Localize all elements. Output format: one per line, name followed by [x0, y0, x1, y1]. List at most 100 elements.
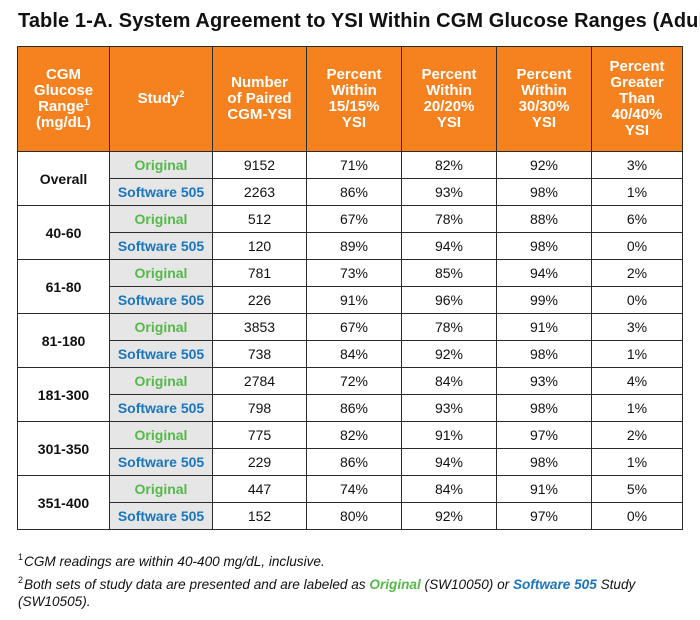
table-row: 301-350 Original 775 82% 91% 97% 2%: [17, 421, 683, 476]
header-paired: Number of Paired CGM-YSI: [212, 46, 307, 152]
study-software-505: Software 505: [109, 340, 213, 368]
header-glucose-range: CGM Glucose Range1 (mg/dL): [17, 46, 110, 152]
cell-within-15: 73%: [306, 259, 402, 287]
table-row: Software 505 152 80% 92% 97% 0%: [18, 502, 683, 530]
agreement-table: CGM Glucose Range1 (mg/dL) Study2 Number…: [17, 46, 683, 530]
range-label: Overall: [17, 151, 110, 206]
cell-paired: 781: [212, 259, 307, 287]
cell-greater-40: 4%: [591, 367, 683, 395]
study-software-505: Software 505: [109, 502, 213, 530]
study-software-505: Software 505: [109, 394, 213, 422]
cell-within-15: 84%: [306, 340, 402, 368]
cell-paired: 152: [212, 502, 307, 530]
cell-paired: 738: [212, 340, 307, 368]
table-row: 61-80 Original 781 73% 85% 94% 2%: [17, 259, 683, 314]
table-row: Software 505 798 86% 93% 98% 1%: [18, 394, 683, 422]
study-original: Original: [109, 151, 213, 179]
study-original: Original: [109, 205, 213, 233]
cell-within-30: 99%: [496, 286, 592, 314]
table-row: Software 505 738 84% 92% 98% 1%: [18, 340, 683, 368]
cell-within-20: 92%: [401, 340, 497, 368]
cell-paired: 226: [212, 286, 307, 314]
cell-greater-40: 1%: [591, 340, 683, 368]
cell-paired: 229: [212, 448, 307, 476]
cell-paired: 798: [212, 394, 307, 422]
header-within-30: Percent Within 30/30% YSI: [496, 46, 592, 152]
cell-within-30: 92%: [496, 151, 592, 179]
table-row: 81-180 Original 3853 67% 78% 91% 3%: [17, 313, 683, 368]
cell-within-15: 72%: [306, 367, 402, 395]
cell-greater-40: 2%: [591, 259, 683, 287]
table-row: 351-400 Original 447 74% 84% 91% 5%: [17, 475, 683, 530]
cell-within-30: 98%: [496, 340, 592, 368]
cell-within-30: 98%: [496, 178, 592, 206]
cell-within-15: 71%: [306, 151, 402, 179]
cell-paired: 775: [212, 421, 307, 449]
range-label: 301-350: [17, 421, 110, 476]
study-software-505: Software 505: [109, 448, 213, 476]
table-title: Table 1-A. System Agreement to YSI Withi…: [18, 10, 700, 32]
cell-within-15: 67%: [306, 313, 402, 341]
cell-within-20: 96%: [401, 286, 497, 314]
cell-within-20: 94%: [401, 448, 497, 476]
cell-within-15: 86%: [306, 448, 402, 476]
cell-paired: 512: [212, 205, 307, 233]
cell-within-20: 94%: [401, 232, 497, 260]
range-label: 61-80: [17, 259, 110, 314]
cell-within-30: 97%: [496, 421, 592, 449]
cell-within-20: 84%: [401, 475, 497, 503]
cell-greater-40: 1%: [591, 178, 683, 206]
cell-greater-40: 1%: [591, 394, 683, 422]
cell-paired: 120: [212, 232, 307, 260]
study-software-505: Software 505: [109, 232, 213, 260]
cell-greater-40: 5%: [591, 475, 683, 503]
cell-within-20: 92%: [401, 502, 497, 530]
footnote-1: 1CGM readings are within 40-400 mg/dL, i…: [18, 552, 325, 569]
cell-paired: 2263: [212, 178, 307, 206]
cell-within-30: 91%: [496, 475, 592, 503]
table-row: 181-300 Original 2784 72% 84% 93% 4%: [17, 367, 683, 422]
cell-greater-40: 3%: [591, 151, 683, 179]
cell-within-20: 91%: [401, 421, 497, 449]
cell-greater-40: 0%: [591, 502, 683, 530]
study-original: Original: [109, 367, 213, 395]
table-row: Software 505 229 86% 94% 98% 1%: [18, 448, 683, 476]
table-row: 40-60 Original 512 67% 78% 88% 6%: [17, 205, 683, 260]
cell-within-15: 89%: [306, 232, 402, 260]
study-original: Original: [109, 421, 213, 449]
cell-within-30: 98%: [496, 394, 592, 422]
cell-paired: 447: [212, 475, 307, 503]
cell-paired: 9152: [212, 151, 307, 179]
cell-within-20: 84%: [401, 367, 497, 395]
cell-greater-40: 0%: [591, 232, 683, 260]
cell-within-20: 78%: [401, 205, 497, 233]
range-label: 81-180: [17, 313, 110, 368]
table-row: Software 505 120 89% 94% 98% 0%: [18, 232, 683, 260]
cell-paired: 2784: [212, 367, 307, 395]
study-original: Original: [109, 313, 213, 341]
cell-within-30: 93%: [496, 367, 592, 395]
range-label: 40-60: [17, 205, 110, 260]
range-label: 181-300: [17, 367, 110, 422]
cell-within-15: 80%: [306, 502, 402, 530]
cell-within-20: 78%: [401, 313, 497, 341]
header-within-15: Percent Within 15/15% YSI: [306, 46, 402, 152]
cell-within-20: 93%: [401, 178, 497, 206]
table-row: Overall Original 9152 71% 82% 92% 3%: [17, 151, 683, 206]
cell-within-15: 86%: [306, 178, 402, 206]
cell-within-15: 67%: [306, 205, 402, 233]
table-row: Software 505 226 91% 96% 99% 0%: [18, 286, 683, 314]
study-software-505: Software 505: [109, 178, 213, 206]
cell-greater-40: 2%: [591, 421, 683, 449]
cell-greater-40: 0%: [591, 286, 683, 314]
cell-within-30: 97%: [496, 502, 592, 530]
table-row: Software 505 2263 86% 93% 98% 1%: [18, 178, 683, 206]
study-original: Original: [109, 259, 213, 287]
footnote-2: 2Both sets of study data are presented a…: [18, 575, 636, 609]
cell-paired: 3853: [212, 313, 307, 341]
cell-within-30: 94%: [496, 259, 592, 287]
cell-within-30: 91%: [496, 313, 592, 341]
cell-within-20: 93%: [401, 394, 497, 422]
cell-within-30: 98%: [496, 448, 592, 476]
cell-within-15: 86%: [306, 394, 402, 422]
